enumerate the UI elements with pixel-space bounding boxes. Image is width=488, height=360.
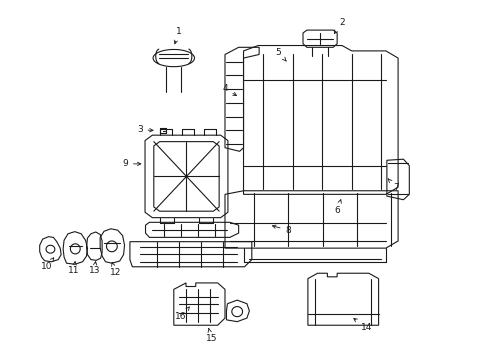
Text: 6: 6 [334, 200, 341, 215]
Text: 2: 2 [334, 18, 344, 33]
Text: 10: 10 [41, 258, 54, 271]
Text: 1: 1 [174, 27, 181, 44]
Text: 8: 8 [272, 225, 291, 235]
Text: 15: 15 [205, 328, 217, 343]
Text: 13: 13 [88, 262, 100, 275]
Text: 9: 9 [122, 159, 141, 168]
Text: 12: 12 [109, 262, 121, 277]
Text: 3: 3 [137, 125, 153, 134]
Text: 16: 16 [175, 307, 189, 321]
Text: 5: 5 [275, 48, 285, 61]
Text: 14: 14 [353, 319, 371, 332]
Text: 4: 4 [222, 84, 236, 96]
Text: 11: 11 [68, 262, 80, 275]
Text: 7: 7 [387, 179, 398, 192]
